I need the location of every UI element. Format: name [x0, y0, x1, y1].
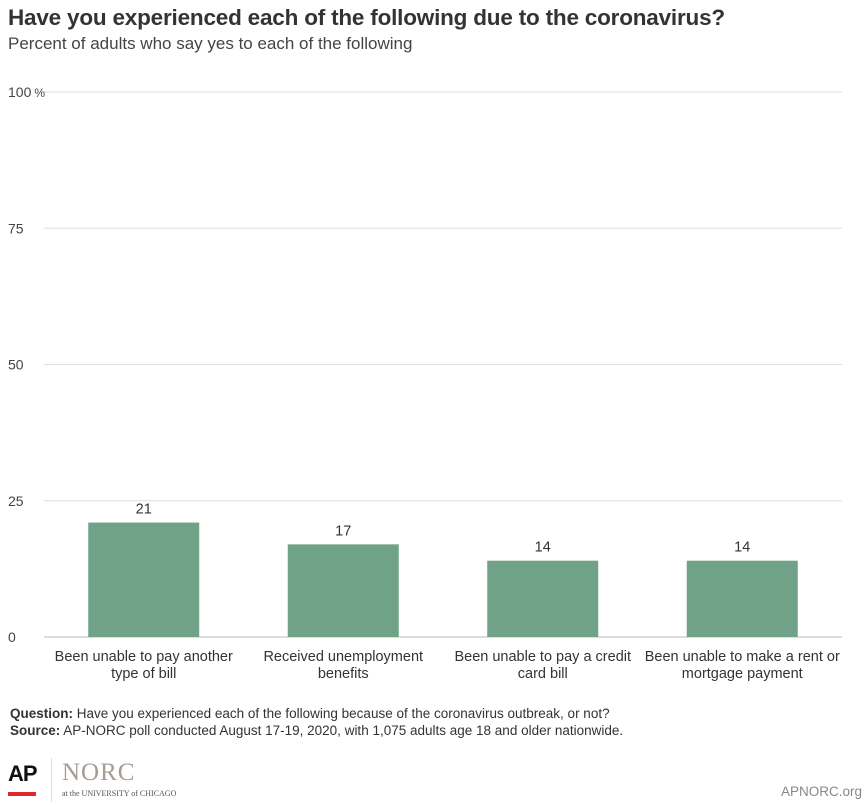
footnote-source: Source: AP-NORC poll conducted August 17… — [10, 723, 623, 738]
x-category-label-line: Been unable to make a rent or — [645, 649, 840, 665]
bar-value-label: 14 — [734, 540, 750, 556]
footnote-question: Question: Have you experienced each of t… — [10, 706, 610, 721]
x-category-label: Been unable to pay a credit card bill — [454, 649, 631, 682]
y-tick-label: 50 — [8, 357, 24, 373]
y-unit-label: % — [34, 86, 45, 100]
chart-title: Have you experienced each of the followi… — [8, 5, 725, 30]
ap-logo-bar — [8, 792, 36, 796]
y-tick-label: 25 — [8, 493, 24, 509]
x-category-label-line: type of bill — [111, 666, 176, 682]
x-category-label: Been unable to make a rent or mortgage pa… — [645, 649, 840, 682]
x-category-label-line: benefits — [318, 666, 369, 682]
x-category-label-line: Been unable to pay another — [55, 649, 233, 665]
norc-logo: NORC at the UNIVERSITY of CHICAGO — [62, 760, 192, 802]
website-link[interactable]: APNORC.org — [780, 784, 862, 799]
chart-subtitle: Percent of adults who say yes to each of… — [8, 34, 413, 53]
question-text: Have you experienced each of the followi… — [73, 706, 610, 721]
x-category-label: Been unable to pay another type of bill — [55, 649, 233, 682]
source-text: AP-NORC poll conducted August 17-19, 202… — [60, 723, 624, 738]
bar — [487, 560, 599, 637]
bar-chart: 0 25 50 75 100 % 21 Been unable to pay another t… — [8, 84, 842, 682]
ap-logo: AP — [8, 762, 44, 802]
bar-value-label: 17 — [335, 523, 351, 539]
norc-logo-subtext: at the UNIVERSITY of CHICAGO — [62, 789, 177, 798]
bar — [287, 544, 399, 637]
logo-divider — [51, 758, 52, 802]
bar-value-label: 21 — [136, 502, 152, 518]
x-category-label-line: Been unable to pay a credit — [454, 649, 631, 665]
bar — [686, 560, 798, 637]
question-label: Question: — [10, 706, 73, 721]
norc-logo-text: NORC — [62, 759, 136, 786]
x-category-label: Received unemployment benefits — [263, 649, 423, 682]
source-label: Source: — [10, 723, 61, 738]
bar — [88, 522, 200, 637]
y-tick-label: 0 — [8, 629, 16, 645]
x-category-label-line: mortgage payment — [682, 666, 803, 682]
y-tick-label: 75 — [8, 220, 24, 236]
x-category-label-line: card bill — [518, 666, 568, 682]
ap-logo-text: AP — [8, 761, 38, 786]
y-tick-label: 100% — [8, 84, 45, 100]
x-category-label-line: Received unemployment — [263, 649, 423, 665]
bar-value-label: 14 — [535, 540, 551, 556]
